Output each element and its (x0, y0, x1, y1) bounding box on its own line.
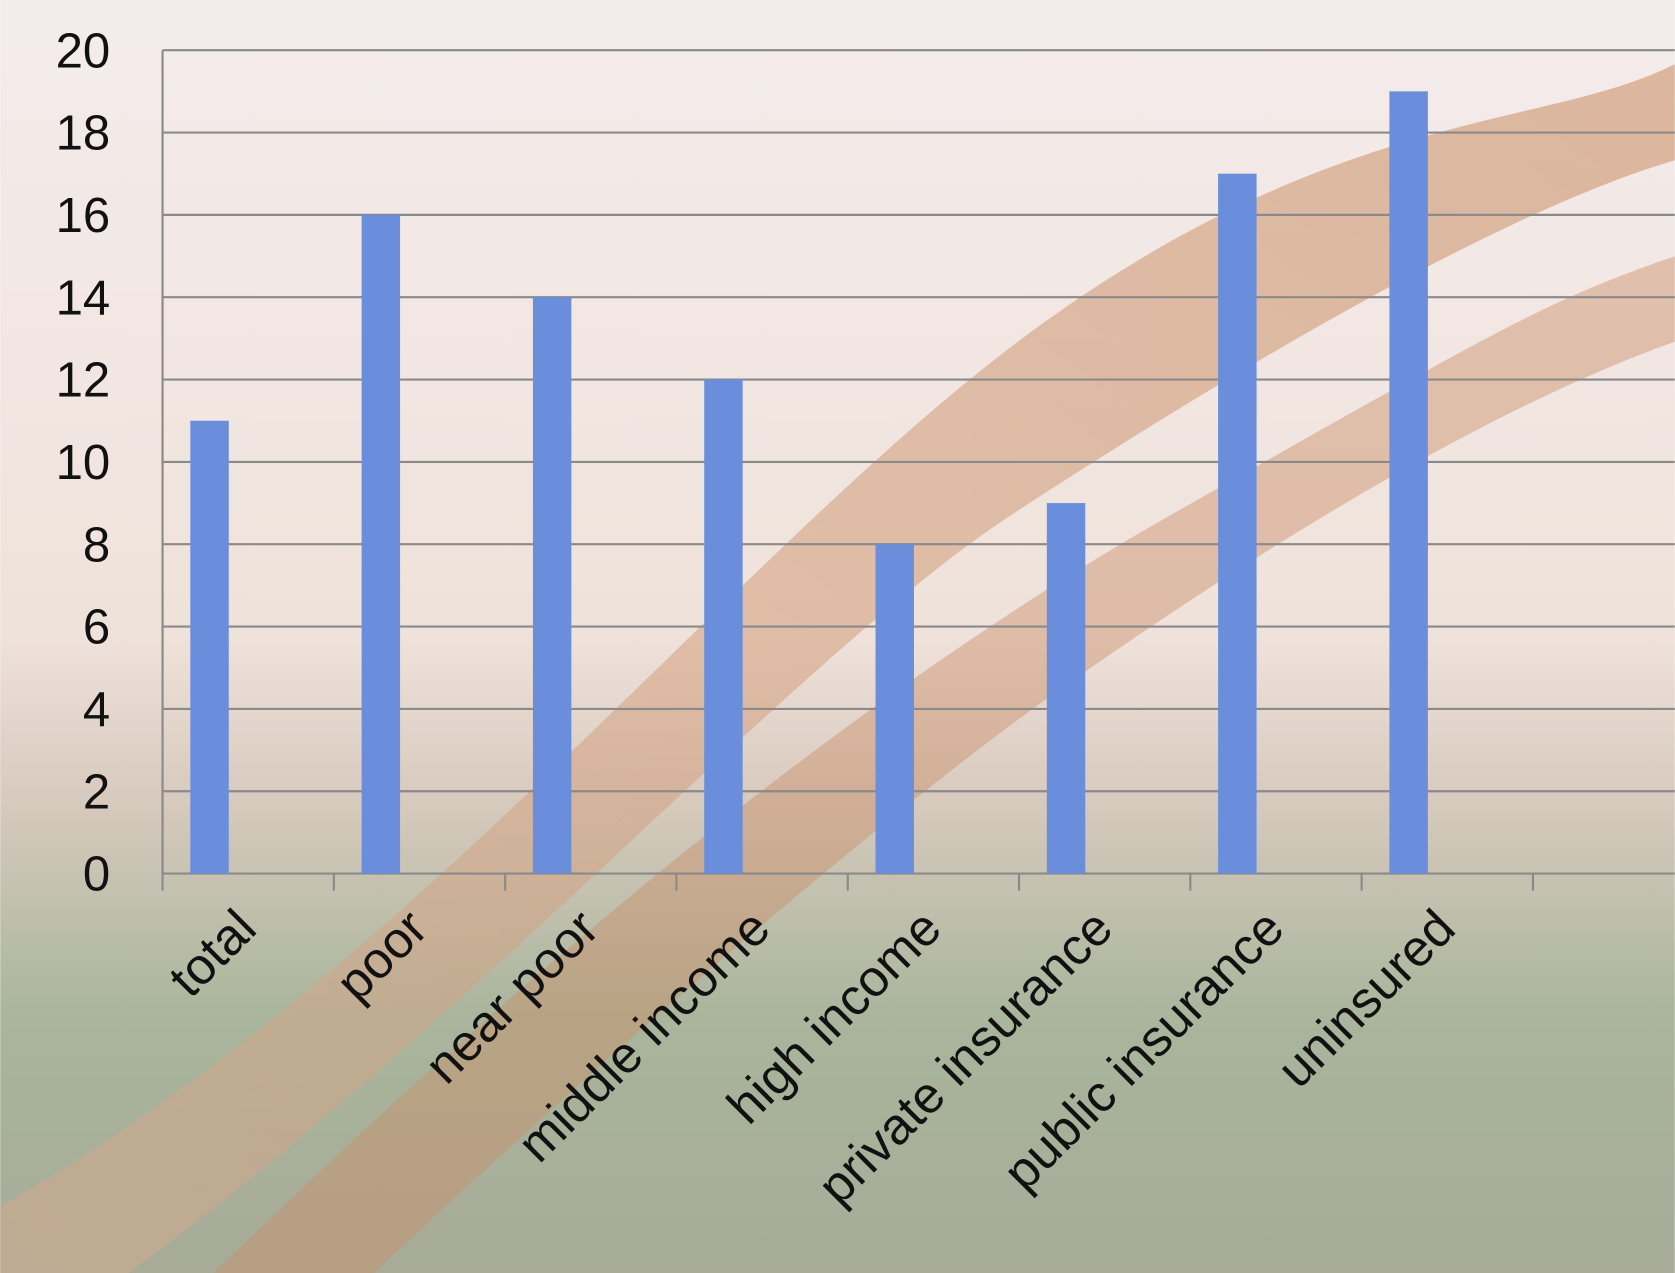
bar (1046, 503, 1086, 874)
y-tick-label: 14 (56, 271, 111, 325)
y-tick-label: 2 (83, 765, 110, 819)
bar (190, 420, 229, 874)
background-cable (0, 64, 1675, 1273)
bar (1218, 173, 1257, 874)
y-tick-label: 18 (56, 107, 111, 161)
y-tick-label: 8 (83, 518, 110, 572)
y-tick-label: 4 (83, 683, 110, 737)
bar (532, 297, 572, 874)
bar (875, 544, 914, 874)
bar (361, 214, 401, 874)
y-tick-label: 16 (56, 189, 111, 243)
y-tick-label: 20 (56, 24, 111, 78)
bar (1389, 91, 1428, 874)
y-tick-label: 0 (83, 848, 110, 902)
y-tick-label: 12 (56, 354, 111, 408)
y-tick-label: 6 (83, 601, 110, 655)
background-cable (213, 256, 1675, 1273)
y-tick-label: 10 (56, 436, 111, 490)
bar (704, 379, 743, 874)
